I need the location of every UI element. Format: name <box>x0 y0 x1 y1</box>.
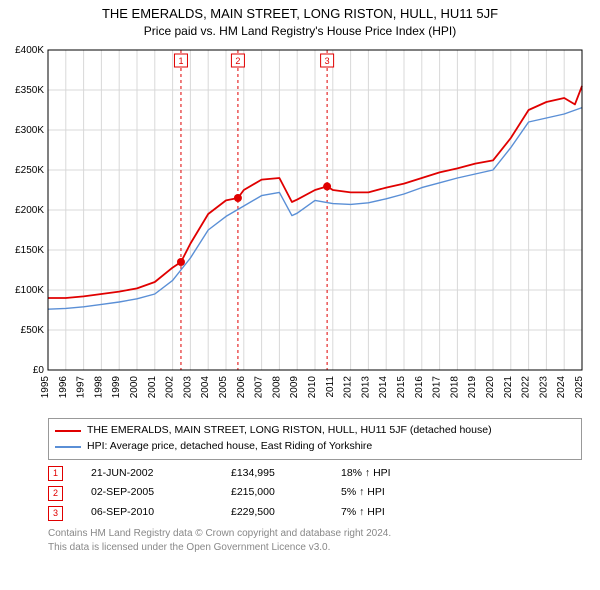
legend-box: THE EMERALDS, MAIN STREET, LONG RISTON, … <box>48 418 582 460</box>
svg-text:£350K: £350K <box>15 85 44 96</box>
legend-row-hpi: HPI: Average price, detached house, East… <box>55 439 575 455</box>
sale-price: £229,500 <box>231 503 341 523</box>
svg-text:2013: 2013 <box>360 376 371 399</box>
svg-text:£50K: £50K <box>21 325 45 336</box>
svg-text:2006: 2006 <box>236 376 247 399</box>
svg-text:2011: 2011 <box>325 376 336 398</box>
svg-text:2010: 2010 <box>307 376 318 399</box>
svg-text:2004: 2004 <box>200 376 211 399</box>
svg-text:2014: 2014 <box>378 376 389 399</box>
footer-line1: Contains HM Land Registry data © Crown c… <box>48 527 582 541</box>
sale-marker-icon: 1 <box>48 466 63 481</box>
svg-text:1996: 1996 <box>58 376 69 399</box>
svg-text:£200K: £200K <box>15 205 44 216</box>
svg-text:2020: 2020 <box>485 376 496 399</box>
svg-text:2012: 2012 <box>343 376 354 399</box>
svg-text:2001: 2001 <box>147 376 158 399</box>
svg-text:£0: £0 <box>33 365 45 376</box>
svg-text:2017: 2017 <box>432 376 443 399</box>
svg-text:£100K: £100K <box>15 285 44 296</box>
sales-table: 1 21-JUN-2002 £134,995 18% ↑ HPI 2 02-SE… <box>48 464 582 524</box>
svg-text:£150K: £150K <box>15 245 44 256</box>
svg-text:£250K: £250K <box>15 165 44 176</box>
sale-row: 2 02-SEP-2005 £215,000 5% ↑ HPI <box>48 483 582 503</box>
svg-text:2009: 2009 <box>289 376 300 399</box>
svg-text:1997: 1997 <box>76 376 87 399</box>
svg-text:2019: 2019 <box>467 376 478 399</box>
sale-date: 21-JUN-2002 <box>91 464 231 484</box>
svg-text:2015: 2015 <box>396 376 407 399</box>
svg-text:1999: 1999 <box>111 376 122 399</box>
svg-text:2022: 2022 <box>521 376 532 399</box>
sale-pct: 18% ↑ HPI <box>341 464 451 484</box>
svg-text:2000: 2000 <box>129 376 140 399</box>
sale-date: 02-SEP-2005 <box>91 483 231 503</box>
legend-label-hpi: HPI: Average price, detached house, East… <box>87 439 372 455</box>
sale-pct: 5% ↑ HPI <box>341 483 451 503</box>
svg-text:2021: 2021 <box>503 376 514 399</box>
svg-text:2002: 2002 <box>165 376 176 399</box>
svg-text:2008: 2008 <box>271 376 282 399</box>
sale-pct: 7% ↑ HPI <box>341 503 451 523</box>
svg-text:2023: 2023 <box>538 376 549 399</box>
sale-row: 1 21-JUN-2002 £134,995 18% ↑ HPI <box>48 464 582 484</box>
sale-price: £215,000 <box>231 483 341 503</box>
legend-swatch-price <box>55 430 81 432</box>
svg-text:2018: 2018 <box>449 376 460 399</box>
legend-label-price: THE EMERALDS, MAIN STREET, LONG RISTON, … <box>87 423 492 439</box>
sale-price: £134,995 <box>231 464 341 484</box>
svg-text:£400K: £400K <box>15 45 44 56</box>
svg-text:2016: 2016 <box>414 376 425 399</box>
sale-marker-icon: 2 <box>48 486 63 501</box>
title-address: THE EMERALDS, MAIN STREET, LONG RISTON, … <box>0 6 600 21</box>
sale-date: 06-SEP-2010 <box>91 503 231 523</box>
svg-text:2007: 2007 <box>254 376 265 399</box>
svg-text:1995: 1995 <box>40 376 51 399</box>
title-subtitle: Price paid vs. HM Land Registry's House … <box>0 24 600 38</box>
title-block: THE EMERALDS, MAIN STREET, LONG RISTON, … <box>0 0 600 42</box>
svg-text:2003: 2003 <box>182 376 193 399</box>
svg-text:2025: 2025 <box>574 376 585 399</box>
chart-area: £0 £50K £100K £150K £200K £250K £300K £350K £400… <box>0 42 600 412</box>
svg-text:3: 3 <box>325 56 330 66</box>
svg-text:£300K: £300K <box>15 125 44 136</box>
chart-svg: £0 £50K £100K £150K £200K £250K £300K £350K £400… <box>0 42 600 412</box>
svg-text:2: 2 <box>235 56 240 66</box>
legend-row-price: THE EMERALDS, MAIN STREET, LONG RISTON, … <box>55 423 575 439</box>
svg-text:2024: 2024 <box>556 376 567 399</box>
svg-text:2005: 2005 <box>218 376 229 399</box>
footer-line2: This data is licensed under the Open Gov… <box>48 541 582 555</box>
chart-container: THE EMERALDS, MAIN STREET, LONG RISTON, … <box>0 0 600 554</box>
footer-attribution: Contains HM Land Registry data © Crown c… <box>48 527 582 554</box>
sale-marker-icon: 3 <box>48 506 63 521</box>
svg-text:1998: 1998 <box>93 376 104 399</box>
sale-row: 3 06-SEP-2010 £229,500 7% ↑ HPI <box>48 503 582 523</box>
svg-text:1: 1 <box>178 56 183 66</box>
legend-swatch-hpi <box>55 446 81 448</box>
